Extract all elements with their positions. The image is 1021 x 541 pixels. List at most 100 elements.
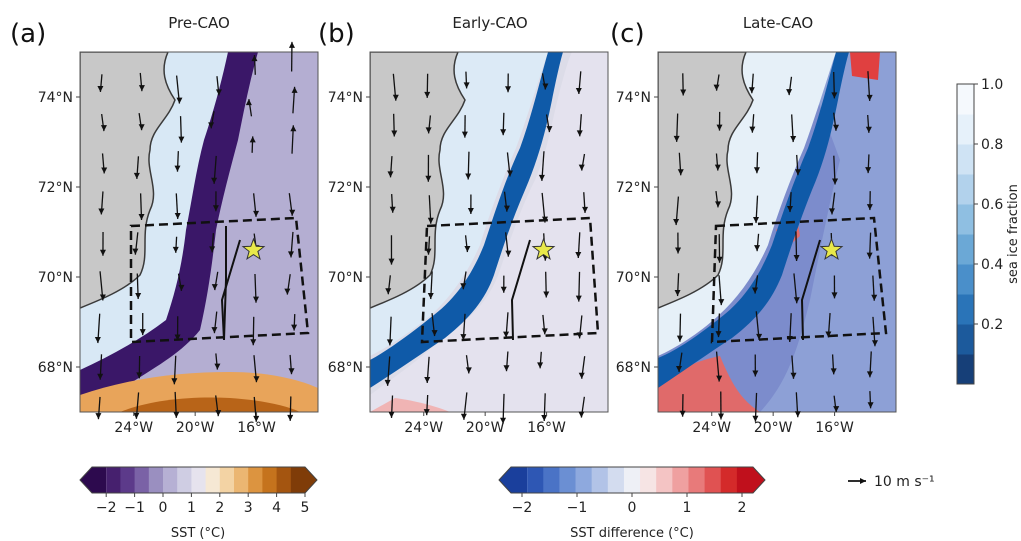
- panel-a: (a) Pre-CAO 74°N 72°N 70°N 68°N 24°W 20°W 16°W: [10, 14, 319, 436]
- wind-arrowhead: [673, 135, 680, 142]
- x-tick-label: 24°W: [114, 420, 153, 436]
- sea-ice-colorbar-swatch: [957, 354, 974, 385]
- map-frame-c: [657, 51, 897, 413]
- wind-arrowhead: [786, 89, 793, 96]
- wind-arrowhead: [291, 324, 298, 331]
- wind-arrowhead: [828, 208, 835, 215]
- panel-title-a: Pre-CAO: [168, 14, 230, 32]
- wind-arrowhead: [578, 411, 585, 418]
- panel-title-b: Early-CAO: [452, 14, 527, 32]
- colorbar-frame: [498, 466, 766, 494]
- wind-arrowhead: [290, 125, 297, 132]
- wind-arrowhead: [94, 337, 101, 344]
- wind-arrowhead: [500, 286, 507, 293]
- wind-arrowhead: [100, 125, 107, 132]
- colorbar-swatch: [623, 467, 641, 493]
- wind-arrowhead: [287, 251, 294, 258]
- y-tick-label: 72°N: [38, 180, 73, 196]
- station-star-b: [531, 237, 556, 261]
- wind-arrowhead: [101, 167, 108, 174]
- colorbar-swatch: [205, 467, 221, 493]
- sst-colorbar-label: SST (°C): [171, 526, 225, 541]
- colorbar-swatch: [177, 467, 192, 493]
- wind-arrowhead: [171, 378, 178, 385]
- station-star-a: [241, 237, 266, 261]
- wind-arrowhead: [753, 217, 760, 224]
- sea-ice-colorbar-frame: [956, 83, 975, 385]
- wind-arrowhead: [753, 167, 760, 174]
- colorbar-swatch: [148, 467, 164, 493]
- wind-arrowhead: [99, 294, 106, 301]
- wind-key-arrowhead: [860, 478, 866, 484]
- colorbar-swatch: [656, 467, 673, 493]
- colorbar-swatch: [163, 467, 178, 493]
- wind-arrowhead: [424, 376, 431, 383]
- x-tick-label: 16°W: [237, 420, 276, 436]
- wind-arrowhead: [793, 255, 800, 262]
- wind-arrowhead: [575, 87, 582, 94]
- wind-arrowhead: [133, 412, 140, 419]
- wind-arrowhead: [178, 136, 185, 143]
- colorbar-tick-label: −2: [96, 500, 117, 516]
- wind-arrowhead: [211, 177, 218, 184]
- sea-ice-tick-label: 1.0: [981, 77, 1003, 93]
- wind-arrowhead: [388, 411, 395, 418]
- wind-arrowhead: [866, 204, 873, 211]
- wind-arrowhead: [831, 92, 838, 99]
- wind-arrowhead: [215, 89, 222, 96]
- wind-arrowhead: [463, 82, 470, 89]
- colorbar-swatch: [234, 467, 249, 493]
- wind-arrowhead: [392, 94, 399, 101]
- wind-arrowhead: [582, 206, 589, 213]
- x-tick-label: 24°W: [692, 420, 731, 436]
- wind-arrowhead: [136, 372, 143, 379]
- y-tick-label: 70°N: [38, 270, 73, 286]
- wind-arrowhead: [542, 216, 549, 223]
- panel-label-c: (c): [610, 19, 645, 49]
- colorbar-swatch: [559, 467, 577, 493]
- wind-arrowhead: [752, 415, 759, 422]
- wind-arrowhead: [133, 172, 140, 179]
- wind-arrowhead: [253, 296, 260, 303]
- y-tick-label: 68°N: [328, 360, 363, 376]
- wind-arrowhead: [174, 165, 181, 172]
- sea-ice-colorbar-swatch: [957, 294, 974, 325]
- wind-arrowhead: [546, 126, 553, 133]
- wind-arrowhead: [211, 284, 218, 291]
- wind-arrowhead: [790, 136, 797, 143]
- wind-arrowhead: [505, 250, 512, 257]
- sst-difference-colorbar-label: SST difference (°C): [570, 526, 694, 541]
- colorbar-swatch: [499, 467, 528, 493]
- colorbar-swatch: [672, 467, 689, 493]
- wind-arrowhead: [576, 130, 583, 137]
- wind-arrowhead: [211, 327, 218, 334]
- y-tick-label: 70°N: [616, 270, 651, 286]
- wind-arrowhead: [427, 217, 434, 224]
- wind-arrowhead: [754, 245, 761, 252]
- axis-ticks-a: 74°N 72°N 70°N 68°N 24°W 20°W 16°W: [38, 90, 276, 436]
- wind-arrowhead: [250, 339, 257, 346]
- sea-ice-colorbar-swatch: [957, 234, 974, 265]
- colorbar-swatch: [640, 467, 657, 493]
- wind-arrowhead: [465, 173, 472, 180]
- sea-ice-colorbar: 0.2 0.4 0.6 0.8 1.0 sea ice fraction: [956, 77, 1021, 385]
- colorbar-swatch: [219, 467, 235, 493]
- wind-arrowhead: [253, 376, 260, 383]
- wind-arrowhead: [138, 85, 145, 92]
- panel-b: (b) Early-CAO 74°N 72°N 70°N 68°N 24°W 20°W 16…: [318, 14, 609, 436]
- x-tick-label: 16°W: [815, 420, 854, 436]
- colorbar-swatch: [106, 467, 121, 493]
- wind-arrowhead: [749, 126, 756, 133]
- y-tick-label: 72°N: [328, 180, 363, 196]
- colorbar-swatch: [704, 467, 722, 493]
- greenland-land-c: [658, 52, 754, 309]
- wind-arrowhead: [209, 246, 216, 253]
- wind-arrowhead: [500, 417, 507, 424]
- panel-label-a: (a): [10, 19, 46, 49]
- sea-ice-colorbar-swatch: [957, 144, 974, 175]
- transect-a-1: [223, 226, 227, 341]
- wind-arrowhead: [871, 340, 878, 347]
- wind-arrowhead: [676, 335, 683, 342]
- wind-arrowhead: [673, 219, 680, 226]
- wind-arrowhead: [865, 126, 872, 133]
